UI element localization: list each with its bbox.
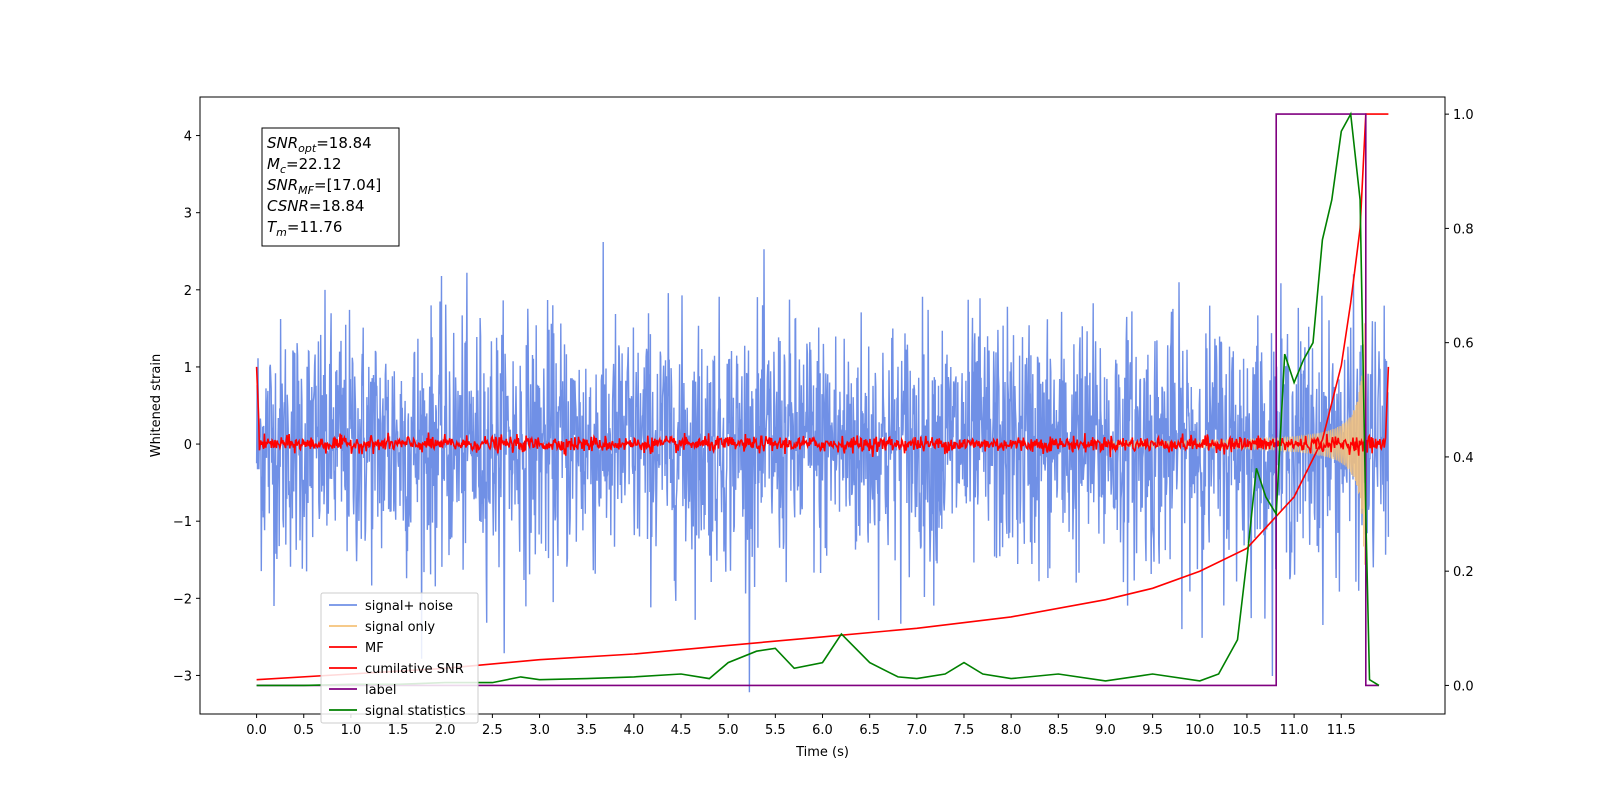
- annotation-symbol: M: [267, 155, 280, 173]
- x-tick-label: 1.0: [341, 723, 362, 738]
- x-tick-label: 0.0: [246, 723, 267, 738]
- y-tick-label-left: 3: [184, 207, 192, 222]
- y-tick-label-left: 4: [184, 130, 192, 145]
- x-tick-label: 8.5: [1048, 723, 1069, 738]
- annotation-value: =18.84: [316, 134, 372, 152]
- x-tick-label: 3.0: [529, 723, 550, 738]
- y-tick-label-right: 0.8: [1453, 222, 1474, 237]
- x-tick-label: 10.0: [1185, 723, 1214, 738]
- x-tick-label: 11.5: [1327, 723, 1356, 738]
- annotation-line: SNRopt=18.84: [267, 134, 372, 155]
- annotation-value: =[17.04]: [314, 176, 381, 194]
- x-tick-label: 0.5: [293, 723, 314, 738]
- annotation-symbol: SNR: [267, 134, 298, 152]
- series-signal-plus-noise: [255, 241, 1390, 693]
- x-tick-label: 7.0: [906, 723, 927, 738]
- x-axis: 0.0 0.5 1.0 1.5 2.0 2.5 3.0 3.5 4.0 4.5 5.0 5.5 6.0 6…: [246, 714, 1356, 738]
- y-tick-label-left: 2: [184, 284, 192, 299]
- annotation-value: =22.12: [286, 155, 342, 173]
- y-tick-label-right: 0.4: [1453, 451, 1474, 466]
- plot-layer: [255, 111, 1390, 693]
- legend-frame: [320, 592, 479, 724]
- annotation-line: SNRMF=[17.04]: [267, 176, 381, 197]
- x-tick-label: 6.0: [812, 723, 833, 738]
- legend: signal+ noise signal only MF cumilative SNR…: [320, 592, 479, 724]
- annotation-line: Tm=11.76: [267, 218, 342, 239]
- x-tick-label: 5.5: [765, 723, 786, 738]
- x-axis-label: Time (s): [795, 745, 849, 760]
- annotation-line: CSNR=18.84: [267, 197, 364, 215]
- legend-label: signal+ noise: [365, 599, 453, 614]
- x-tick-label: 10.5: [1232, 723, 1261, 738]
- y-tick-label-right: 0.0: [1453, 679, 1474, 694]
- y-tick-label-left: 1: [184, 361, 192, 376]
- series-mf: [255, 366, 1390, 458]
- y-axis-left: −3 −2 −1 0 1 2 3 4: [173, 130, 200, 684]
- annotation-frame: [261, 127, 400, 247]
- annotation-subscript: MF: [298, 184, 314, 197]
- x-tick-label: 1.5: [388, 723, 409, 738]
- annotation-symbol: T: [267, 218, 278, 236]
- annotation-value: =18.84: [309, 197, 365, 215]
- parameter-annotation-box: SNRopt=18.84Mc=22.12SNRMF=[17.04]CSNR=18…: [261, 127, 400, 247]
- annotation-subscript: c: [280, 163, 286, 176]
- x-tick-label: 2.5: [482, 723, 503, 738]
- y-tick-label-left: −2: [173, 592, 192, 607]
- x-tick-label: 7.5: [954, 723, 975, 738]
- legend-label: signal statistics: [365, 704, 466, 719]
- x-tick-label: 6.5: [859, 723, 880, 738]
- y-tick-label-left: −1: [173, 515, 192, 530]
- x-tick-label: 9.5: [1142, 723, 1163, 738]
- series-label: [256, 113, 1379, 687]
- x-tick-label: 5.0: [718, 723, 739, 738]
- x-tick-label: 2.0: [435, 723, 456, 738]
- legend-label: signal only: [365, 620, 435, 635]
- y-axis-label-left: Whitened strain: [149, 354, 164, 457]
- legend-label: label: [365, 683, 396, 698]
- x-tick-label: 9.0: [1095, 723, 1116, 738]
- y-tick-label-right: 0.6: [1453, 337, 1474, 352]
- series-signal-statistics: [256, 111, 1380, 687]
- annotation-symbol: CSNR: [267, 197, 309, 215]
- annotation-symbol: SNR: [267, 176, 298, 194]
- legend-label: MF: [365, 641, 384, 656]
- x-tick-label: 4.0: [624, 723, 645, 738]
- x-tick-label: 3.5: [576, 723, 597, 738]
- y-tick-label-right: 1.0: [1453, 108, 1474, 123]
- y-tick-label-left: 0: [184, 438, 192, 453]
- annotation-line: Mc=22.12: [267, 155, 342, 176]
- x-tick-label: 11.0: [1280, 723, 1309, 738]
- x-tick-label: 4.5: [671, 723, 692, 738]
- y-axis-right: 0.0 0.2 0.4 0.6 0.8 1.0: [1445, 108, 1474, 694]
- y-tick-label-right: 0.2: [1453, 565, 1474, 580]
- annotation-value: =11.76: [287, 218, 343, 236]
- x-tick-label: 8.0: [1001, 723, 1022, 738]
- annotation-subscript: m: [276, 226, 287, 239]
- legend-label: cumilative SNR: [365, 662, 464, 677]
- series-cumulative-snr: [256, 113, 1389, 681]
- y-tick-label-left: −3: [173, 669, 192, 684]
- annotation-subscript: opt: [298, 142, 317, 155]
